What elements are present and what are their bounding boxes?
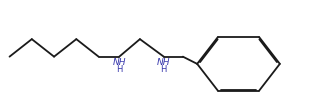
Text: NH: NH	[113, 58, 126, 67]
Text: H: H	[116, 64, 122, 74]
Text: NH: NH	[157, 58, 170, 67]
Text: H: H	[161, 64, 167, 74]
